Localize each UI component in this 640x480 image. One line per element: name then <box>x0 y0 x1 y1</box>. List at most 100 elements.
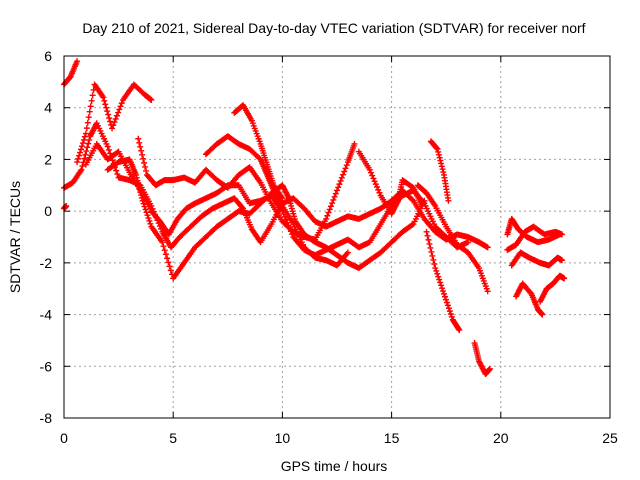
y-tick-label: 6 <box>44 48 52 64</box>
data-point <box>84 119 91 126</box>
data-point <box>366 166 373 173</box>
data-point <box>82 130 89 137</box>
x-tick-label: 25 <box>602 430 618 446</box>
data-point <box>440 169 447 176</box>
data-point <box>141 203 148 210</box>
data-point <box>324 212 331 219</box>
data-point <box>367 169 374 176</box>
data-point <box>82 151 89 158</box>
data-point <box>433 145 440 152</box>
data-point <box>375 186 382 193</box>
data-point <box>137 189 144 196</box>
data-point <box>164 255 171 262</box>
y-tick-label: -2 <box>40 255 53 271</box>
data-point <box>437 279 444 286</box>
data-point <box>75 155 82 162</box>
data-point <box>438 282 445 289</box>
data-point <box>326 206 333 213</box>
data-point <box>447 310 454 317</box>
data-point <box>430 256 437 263</box>
y-tick-label: -8 <box>40 410 53 426</box>
data-point <box>561 275 568 282</box>
data-point <box>81 133 88 140</box>
data-point <box>334 187 340 194</box>
y-axis-label: SDTVAR / TECUs <box>7 181 23 293</box>
data-point <box>344 249 351 256</box>
data-point <box>374 184 381 191</box>
data-point <box>87 103 94 110</box>
data-point <box>161 247 168 254</box>
data-point <box>100 94 107 101</box>
data-point <box>85 140 92 147</box>
data-point <box>558 231 565 238</box>
data-point <box>109 125 116 132</box>
data-point <box>78 143 85 150</box>
data-point <box>86 108 93 115</box>
data-point <box>327 203 334 210</box>
series-track-4 <box>74 81 155 166</box>
data-point <box>105 146 112 153</box>
data-point <box>138 192 145 199</box>
data-point <box>432 265 439 272</box>
data-point <box>159 239 166 246</box>
data-point <box>429 252 436 259</box>
data-point <box>141 159 148 166</box>
data-point <box>133 171 140 178</box>
series-track-12 <box>423 228 463 334</box>
series-track-17 <box>508 249 565 269</box>
data-point <box>331 193 338 200</box>
data-point <box>338 174 345 181</box>
data-point <box>166 263 173 270</box>
data-point <box>437 157 444 164</box>
data-point <box>558 257 565 264</box>
data-point <box>465 239 472 246</box>
data-point <box>438 163 445 170</box>
y-tick-label: -6 <box>40 358 53 374</box>
data-point <box>144 212 151 219</box>
data-point <box>135 183 142 190</box>
data-point <box>435 148 442 155</box>
data-point <box>372 181 379 188</box>
series-track-2 <box>61 202 70 212</box>
data-point <box>409 196 416 203</box>
data-point <box>143 167 150 174</box>
series-track-16 <box>504 223 565 253</box>
data-point <box>342 165 349 172</box>
x-tick-label: 0 <box>60 430 68 446</box>
data-point <box>76 152 83 159</box>
data-point <box>425 236 432 243</box>
series-track-6 <box>104 156 428 282</box>
data-point <box>423 228 430 235</box>
data-point <box>351 140 358 147</box>
data-point <box>146 217 153 224</box>
data-point <box>79 163 86 170</box>
data-point <box>424 232 431 239</box>
series-track-9 <box>231 102 286 202</box>
series-track-14 <box>471 340 493 378</box>
data-point <box>102 101 109 108</box>
x-tick-label: 20 <box>493 430 509 446</box>
data-point <box>456 327 463 334</box>
data-point <box>113 167 120 174</box>
data-point <box>167 267 174 274</box>
data-point <box>115 109 122 116</box>
data-points <box>61 58 568 378</box>
data-point <box>436 154 443 161</box>
series-track-19 <box>537 272 568 305</box>
data-point <box>442 296 449 303</box>
data-point <box>74 159 81 166</box>
data-point <box>135 135 142 142</box>
plot-frame <box>63 55 611 419</box>
data-point <box>85 114 92 121</box>
data-point <box>117 103 124 110</box>
data-point <box>101 97 108 104</box>
data-point <box>427 244 434 251</box>
y-tick-label: -4 <box>40 307 53 323</box>
data-point <box>145 215 152 222</box>
data-point <box>77 146 84 153</box>
data-point <box>148 96 155 103</box>
data-point <box>136 186 143 193</box>
x-tick-label: 5 <box>169 430 177 446</box>
data-point <box>83 125 90 132</box>
data-point <box>81 155 88 162</box>
